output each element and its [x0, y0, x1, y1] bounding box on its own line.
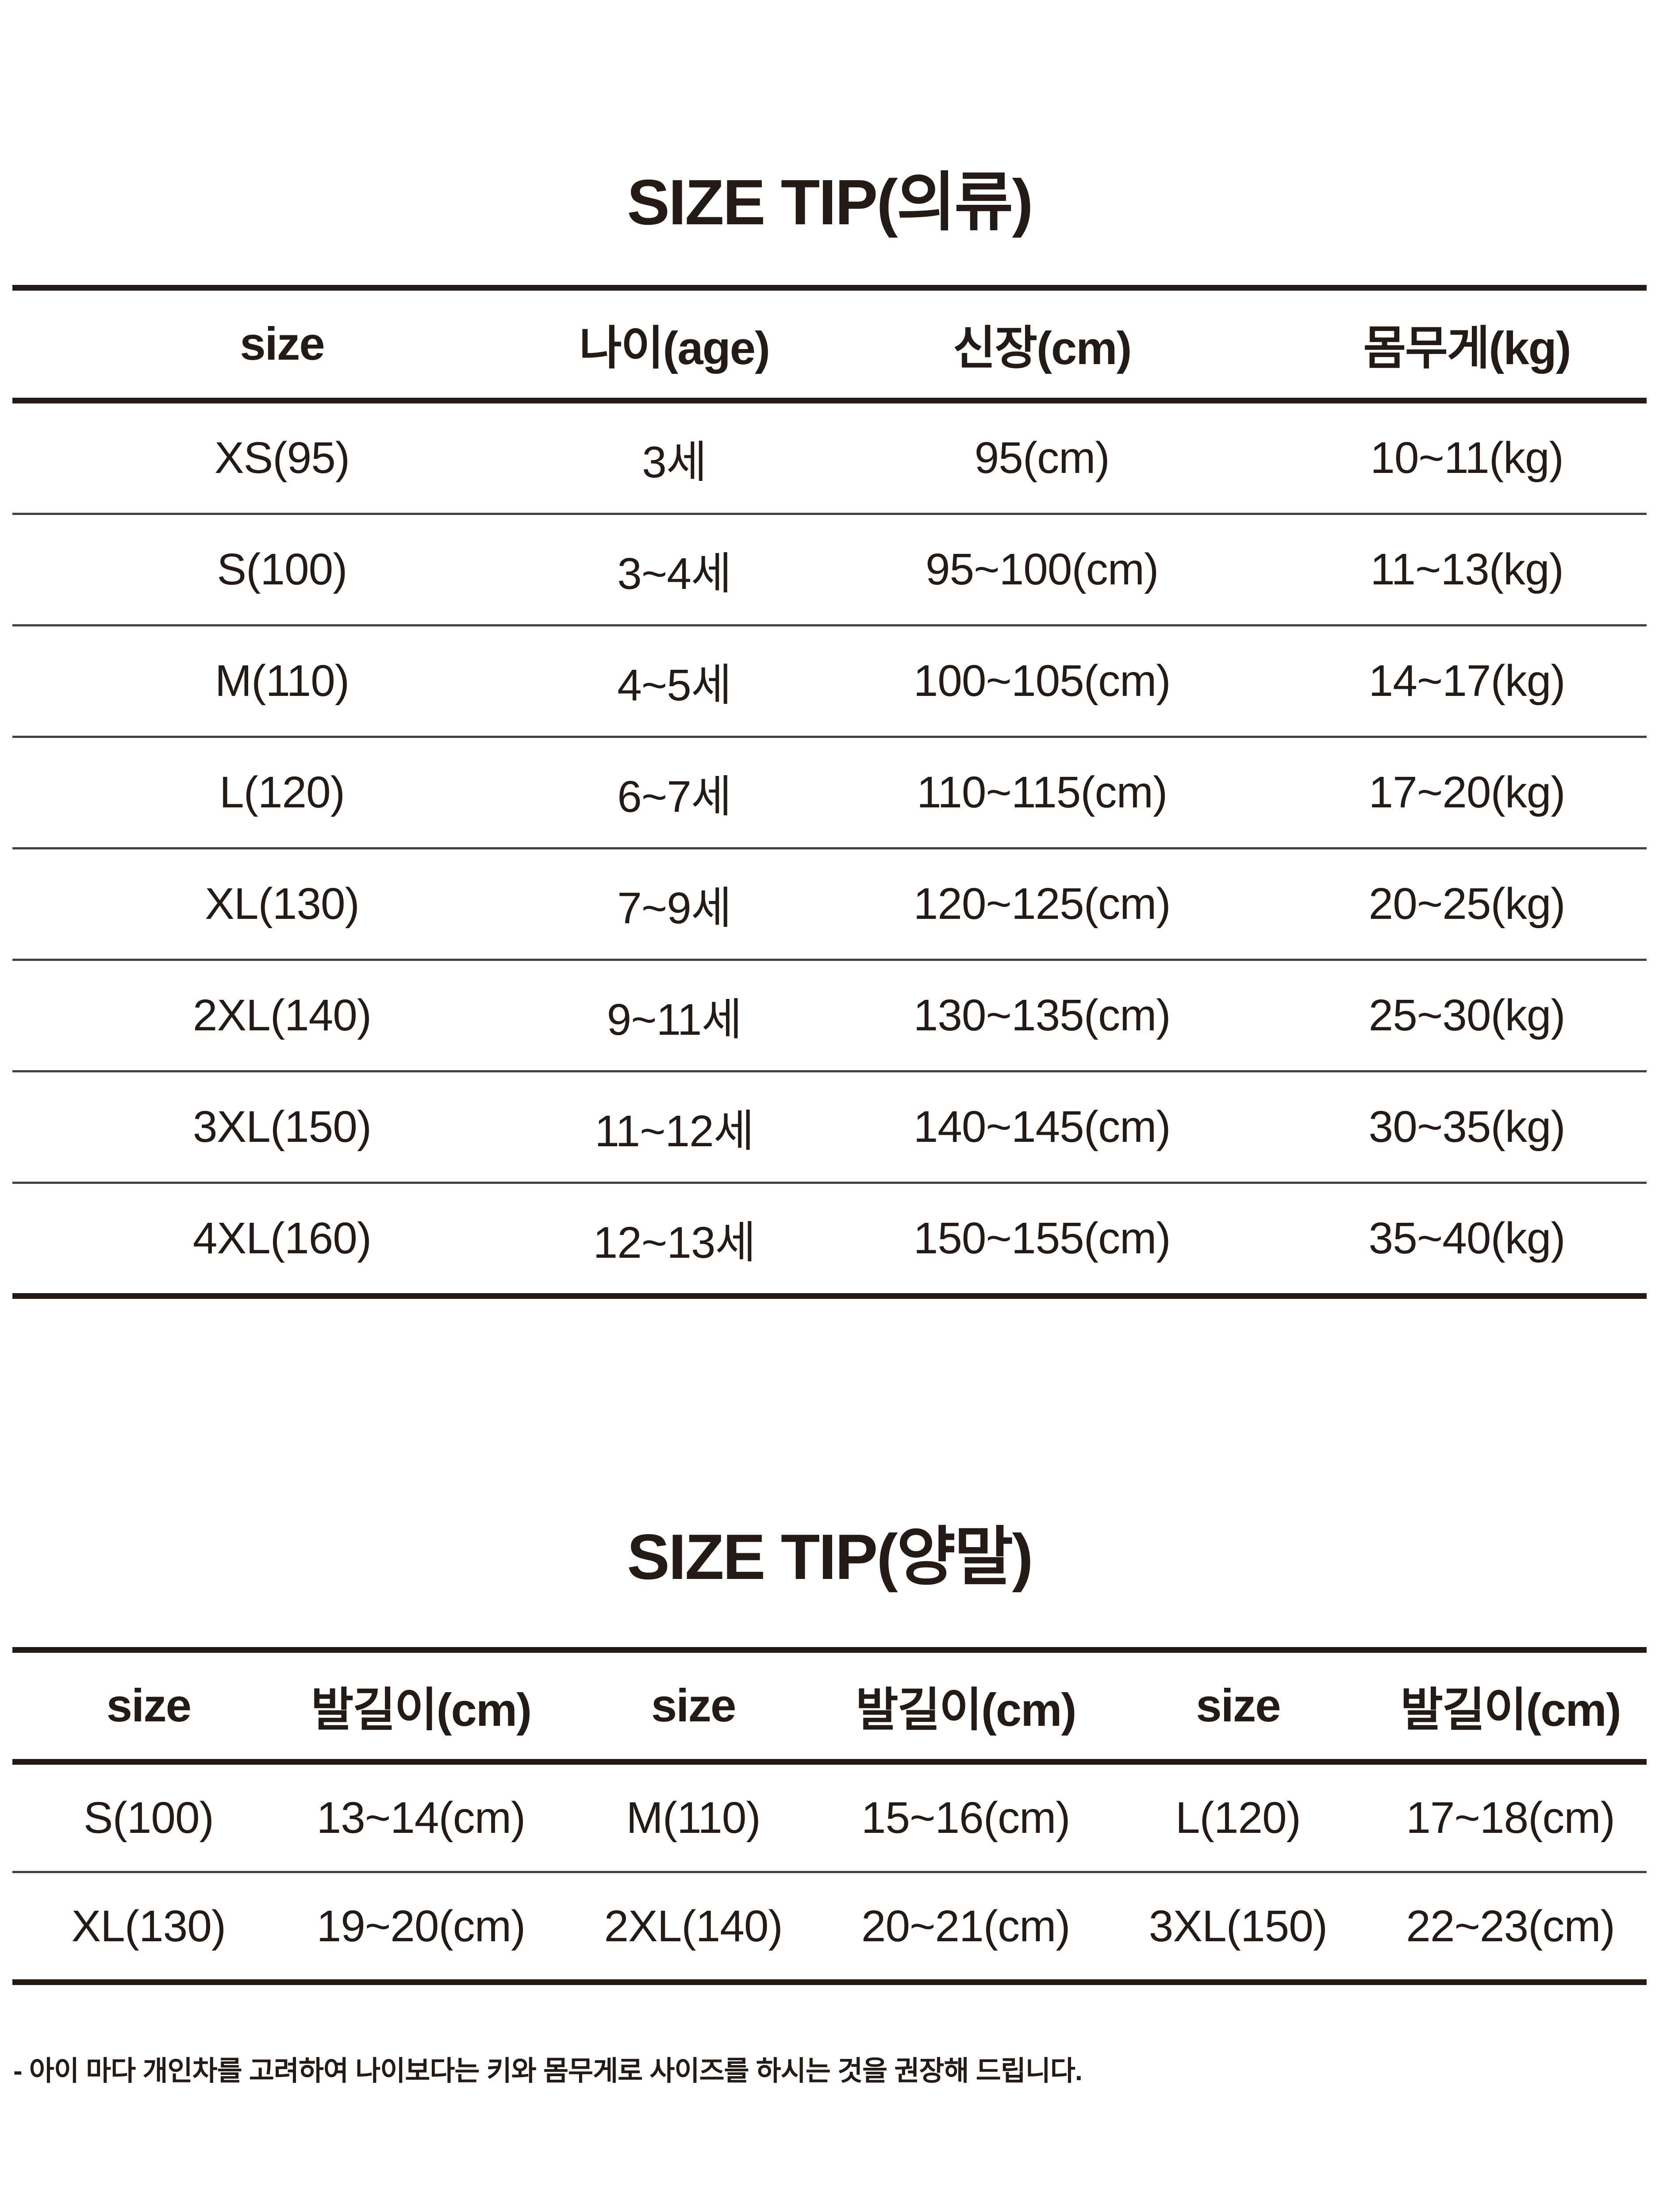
column-header: 나이(age) [552, 288, 797, 403]
table-row: 3XL(150) 11~12세 140~145(cm) 30~35(kg) [12, 1070, 1647, 1183]
table-cell: 12~13세 [552, 1182, 797, 1296]
table-cell: XL(130) [12, 847, 552, 960]
table-row: XL(130) 7~9세 120~125(cm) 20~25(kg) [12, 847, 1647, 960]
column-header: size [12, 288, 552, 403]
column-header: size [1102, 1650, 1375, 1765]
table-cell: 14~17(kg) [1287, 624, 1647, 737]
table-cell: 95~100(cm) [797, 513, 1287, 626]
table-cell: M(110) [12, 624, 552, 737]
header-row: size 나이(age) 신장(cm) 몸무게(kg) [12, 288, 1647, 403]
column-header: size [557, 1650, 830, 1765]
table-row: XS(95) 3세 95(cm) 10~11(kg) [12, 401, 1647, 514]
table-cell: 4XL(160) [12, 1182, 552, 1296]
table-cell: 35~40(kg) [1287, 1182, 1647, 1296]
table-cell: 3~4세 [552, 513, 797, 626]
table-cell: 11~13(kg) [1287, 513, 1647, 626]
table-cell: 3XL(150) [12, 1070, 552, 1183]
table-row: XL(130) 19~20(cm) 2XL(140) 20~21(cm) 3XL(150… [12, 1871, 1647, 1982]
column-header: 발길이(cm) [284, 1650, 557, 1765]
column-header: 몸무게(kg) [1287, 288, 1647, 403]
table-row: S(100) 13~14(cm) M(110) 15~16(cm) L(120) 17~1… [12, 1762, 1647, 1872]
table-cell: 30~35(kg) [1287, 1070, 1647, 1183]
table-cell: L(120) [1175, 1793, 1301, 1843]
table-cell: 2XL(140) [557, 1871, 830, 1982]
table-cell: S(100) [12, 513, 552, 626]
table-cell: 19~20(cm) [284, 1871, 557, 1982]
column-header: 발길이(cm) [1374, 1650, 1647, 1765]
table-cell: 130~135(cm) [797, 959, 1287, 1071]
table-cell: 7~9세 [552, 847, 797, 960]
table-cell: XS(95) [214, 433, 350, 483]
socks-size-table: size 발길이(cm) size 발길이(cm) size 발길이(cm) S(100) 1… [12, 1647, 1647, 1985]
table-cell: L(120) [12, 736, 552, 849]
table-cell: 13~14(cm) [316, 1793, 526, 1843]
size-guide-footnote: - 아이 마다 개인차를 고려하여 나이보다는 키와 몸무게로 사이즈를 하시는… [13, 2056, 1083, 2086]
table-cell: 25~30(kg) [1287, 959, 1647, 1071]
table-cell: 150~155(cm) [797, 1182, 1287, 1296]
table-cell: S(100) [83, 1793, 214, 1843]
table-cell: M(110) [626, 1793, 760, 1843]
clothing-size-title: SIZE TIP(의류) [627, 166, 1033, 238]
header-row: size 발길이(cm) size 발길이(cm) size 발길이(cm) [12, 1650, 1647, 1765]
column-header: 신장(cm) [797, 288, 1287, 403]
table-cell: 22~23(cm) [1374, 1871, 1647, 1982]
table-row: 2XL(140) 9~11세 130~135(cm) 25~30(kg) [12, 959, 1647, 1071]
table-row: M(110) 4~5세 100~105(cm) 14~17(kg) [12, 624, 1647, 737]
clothing-size-table: size 나이(age) 신장(cm) 몸무게(kg) XS(95) 3세 95(cm) 10… [12, 285, 1647, 1299]
table-cell: 10~11(kg) [1370, 433, 1564, 483]
table-cell: 2XL(140) [12, 959, 552, 1071]
table-cell: 3XL(150) [1102, 1871, 1375, 1982]
socks-size-title: SIZE TIP(양말) [627, 1521, 1033, 1593]
table-cell: 11~12세 [552, 1070, 797, 1183]
table-cell: 6~7세 [552, 736, 797, 849]
column-header: 발길이(cm) [829, 1650, 1102, 1765]
table-row: 4XL(160) 12~13세 150~155(cm) 35~40(kg) [12, 1182, 1647, 1296]
table-cell: 17~20(kg) [1287, 736, 1647, 849]
table-cell: 17~18(cm) [1406, 1793, 1615, 1843]
table-cell: 20~21(cm) [829, 1871, 1102, 1982]
table-row: L(120) 6~7세 110~115(cm) 17~20(kg) [12, 736, 1647, 849]
table-cell: 15~16(cm) [861, 1793, 1071, 1843]
table-cell: 120~125(cm) [797, 847, 1287, 960]
table-cell: 95(cm) [974, 433, 1110, 483]
table-row: S(100) 3~4세 95~100(cm) 11~13(kg) [12, 513, 1647, 626]
table-cell: 3세 [642, 438, 707, 487]
table-cell: 9~11세 [552, 959, 797, 1071]
column-header: size [12, 1650, 285, 1765]
table-cell: 20~25(kg) [1287, 847, 1647, 960]
table-cell: 110~115(cm) [797, 736, 1287, 849]
table-cell: 4~5세 [552, 624, 797, 737]
table-cell: XL(130) [12, 1871, 285, 1982]
table-cell: 100~105(cm) [797, 624, 1287, 737]
table-cell: 140~145(cm) [797, 1070, 1287, 1183]
